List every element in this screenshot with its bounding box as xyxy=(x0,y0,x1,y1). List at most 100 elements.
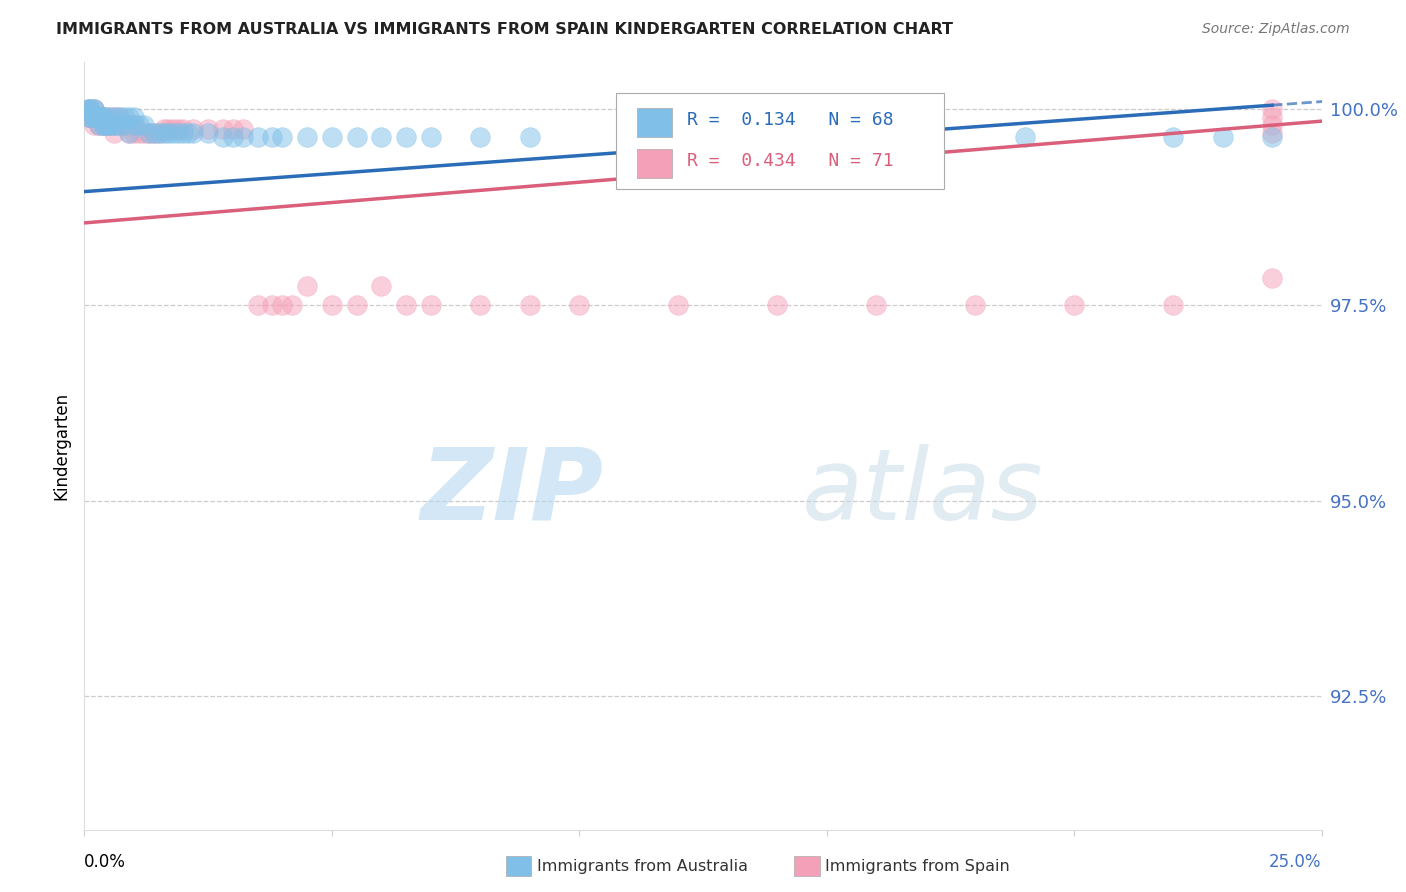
Point xyxy=(152,122,174,136)
Point xyxy=(79,103,101,117)
Point xyxy=(162,126,184,140)
Point xyxy=(1261,129,1284,144)
Point xyxy=(93,110,115,124)
Bar xyxy=(637,149,672,178)
Point xyxy=(93,118,115,132)
Text: 0.0%: 0.0% xyxy=(84,853,127,871)
Point xyxy=(79,103,101,117)
Point xyxy=(122,118,145,132)
Point xyxy=(83,103,105,117)
Point xyxy=(865,298,887,312)
Point xyxy=(395,298,418,312)
FancyBboxPatch shape xyxy=(616,93,945,189)
Point xyxy=(79,110,101,124)
Text: 25.0%: 25.0% xyxy=(1270,853,1322,871)
Point xyxy=(103,110,125,124)
Point xyxy=(79,110,101,124)
Point xyxy=(568,298,591,312)
Point xyxy=(112,118,135,132)
Point xyxy=(370,278,392,293)
Point xyxy=(79,110,101,124)
Point xyxy=(167,122,190,136)
Point xyxy=(1261,110,1284,124)
Point xyxy=(79,110,101,124)
Point xyxy=(79,103,101,117)
Point xyxy=(157,126,180,140)
Text: atlas: atlas xyxy=(801,443,1043,541)
Point xyxy=(98,110,121,124)
Point xyxy=(89,110,111,124)
Point xyxy=(83,110,105,124)
Point xyxy=(157,122,180,136)
Point xyxy=(142,126,165,140)
Point xyxy=(98,118,121,132)
Point xyxy=(271,129,294,144)
Point xyxy=(93,118,115,132)
Point xyxy=(197,126,219,140)
Point xyxy=(93,118,115,132)
Point xyxy=(262,298,284,312)
Point xyxy=(83,110,105,124)
Point xyxy=(519,298,541,312)
Point xyxy=(83,110,105,124)
Point xyxy=(965,298,987,312)
Point xyxy=(128,118,150,132)
Point xyxy=(132,118,155,132)
Point xyxy=(1212,129,1234,144)
Point xyxy=(89,110,111,124)
Point xyxy=(122,118,145,132)
Point xyxy=(246,129,269,144)
Point xyxy=(89,110,111,124)
Point xyxy=(181,126,204,140)
Point xyxy=(83,118,105,132)
Point xyxy=(93,118,115,132)
Point xyxy=(98,118,121,132)
Point xyxy=(89,110,111,124)
Point xyxy=(83,110,105,124)
Point xyxy=(419,129,441,144)
Point xyxy=(865,129,887,144)
Point xyxy=(152,126,174,140)
Point xyxy=(83,110,105,124)
Point xyxy=(167,126,190,140)
Point xyxy=(89,118,111,132)
Point xyxy=(1161,298,1184,312)
Point xyxy=(281,298,304,312)
Text: Source: ZipAtlas.com: Source: ZipAtlas.com xyxy=(1202,22,1350,37)
Point xyxy=(89,118,111,132)
Point xyxy=(470,129,492,144)
Point xyxy=(766,129,789,144)
Point xyxy=(232,129,254,144)
Point xyxy=(138,126,160,140)
Text: ZIP: ZIP xyxy=(420,443,605,541)
Point xyxy=(1014,129,1036,144)
Point xyxy=(1161,129,1184,144)
Point xyxy=(1261,270,1284,285)
Point xyxy=(148,126,170,140)
Point xyxy=(89,110,111,124)
Point xyxy=(118,118,141,132)
Point xyxy=(666,298,689,312)
Point xyxy=(112,110,135,124)
Point xyxy=(666,129,689,144)
Point xyxy=(79,103,101,117)
Point xyxy=(118,110,141,124)
Point xyxy=(108,118,131,132)
Point xyxy=(89,110,111,124)
Point xyxy=(93,110,115,124)
Point xyxy=(122,126,145,140)
Point xyxy=(148,126,170,140)
Point xyxy=(1261,118,1284,132)
Point xyxy=(98,118,121,132)
Point xyxy=(89,110,111,124)
Point xyxy=(103,110,125,124)
Point xyxy=(98,118,121,132)
Point xyxy=(519,129,541,144)
Point xyxy=(346,129,368,144)
Point xyxy=(83,103,105,117)
Point xyxy=(108,118,131,132)
Point xyxy=(132,126,155,140)
Point xyxy=(98,110,121,124)
Text: Immigrants from Australia: Immigrants from Australia xyxy=(537,859,748,873)
Point xyxy=(103,118,125,132)
